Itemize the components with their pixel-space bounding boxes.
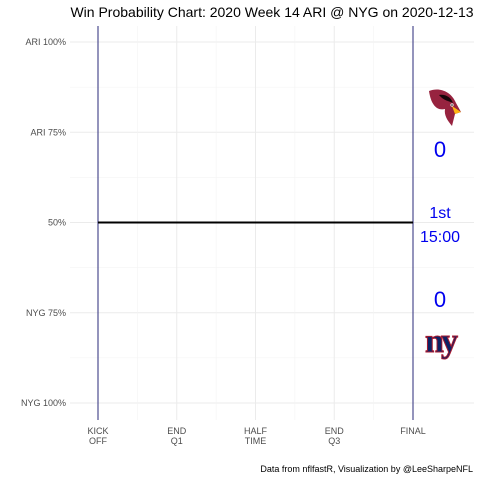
home-score: 0: [434, 287, 446, 312]
chart-title: Win Probability Chart: 2020 Week 14 ARI …: [70, 4, 473, 20]
game-quarter: 1st: [429, 205, 451, 222]
y-tick-label: ARI 100%: [25, 37, 66, 47]
giants-logo-icon: ny: [425, 323, 462, 361]
cardinals-logo-icon: [429, 89, 461, 126]
game-clock: 15:00: [420, 229, 460, 246]
chart-caption: Data from nflfastR, Visualization by @Le…: [260, 464, 473, 474]
y-tick-label: NYG 100%: [21, 398, 66, 408]
y-tick-label: NYG 75%: [26, 308, 66, 318]
svg-text:ny: ny: [425, 323, 458, 360]
away-score: 0: [434, 137, 446, 162]
x-tick-label: HALF TIME: [244, 426, 268, 446]
x-tick-label: END Q3: [325, 426, 345, 446]
x-axis-ticks: KICK OFF END Q1 HALF TIME END Q3 FINAL: [87, 426, 425, 446]
x-tick-label: KICK OFF: [87, 426, 108, 446]
y-tick-label: ARI 75%: [30, 127, 66, 137]
y-tick-label: 50%: [48, 218, 66, 228]
y-axis-ticks: ARI 100% ARI 75% 50% NYG 75% NYG 100%: [21, 37, 66, 408]
x-tick-label: END Q1: [167, 426, 187, 446]
x-tick-label: FINAL: [400, 426, 426, 436]
